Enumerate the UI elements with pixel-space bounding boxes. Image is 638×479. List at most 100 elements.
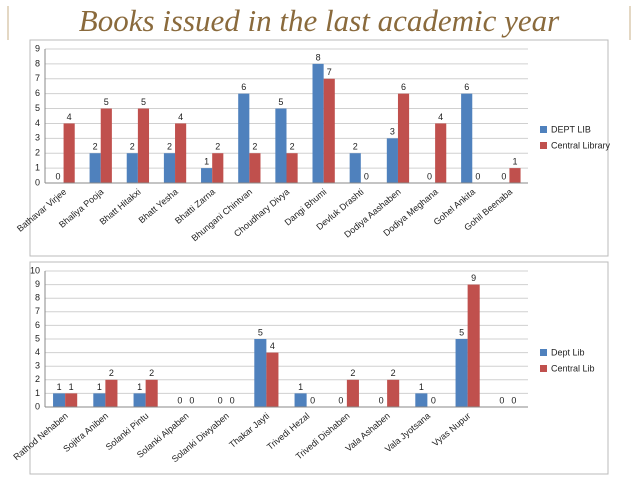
bar <box>163 153 176 183</box>
bar <box>212 153 224 183</box>
bar <box>346 379 359 407</box>
data-label: 5 <box>258 327 263 337</box>
legend-label: DEPT LIB <box>551 124 591 134</box>
data-label: 1 <box>69 382 74 392</box>
bar <box>254 339 267 407</box>
legend-swatch <box>540 349 547 356</box>
data-label: 5 <box>104 97 109 107</box>
data-label: 6 <box>401 82 406 92</box>
y-tick-label: 5 <box>35 103 40 113</box>
data-label: 2 <box>290 142 295 152</box>
data-label: 4 <box>438 112 443 122</box>
data-label: 6 <box>464 82 469 92</box>
data-label: 2 <box>215 142 220 152</box>
y-tick-label: 4 <box>35 347 40 357</box>
data-label: 2 <box>167 142 172 152</box>
y-tick-label: 9 <box>35 279 40 289</box>
data-label: 2 <box>353 142 358 152</box>
data-label: 5 <box>459 327 464 337</box>
y-tick-label: 1 <box>35 388 40 398</box>
y-tick-label: 10 <box>30 265 40 275</box>
legend-label: Dept Lib <box>551 347 585 357</box>
data-label: 8 <box>316 52 321 62</box>
legend-label: Central Library <box>551 140 611 150</box>
bar <box>415 393 428 407</box>
data-label: 2 <box>109 368 114 378</box>
data-label: 1 <box>204 156 209 166</box>
legend-swatch <box>540 142 547 149</box>
data-label: 2 <box>391 368 396 378</box>
data-label: 0 <box>475 171 480 181</box>
data-label: 4 <box>178 112 183 122</box>
bar <box>105 379 118 407</box>
data-label: 1 <box>57 382 62 392</box>
data-label: 3 <box>390 127 395 137</box>
data-label: 0 <box>431 395 436 405</box>
bar <box>145 379 158 407</box>
y-tick-label: 2 <box>35 148 40 158</box>
bar <box>126 153 138 183</box>
bar <box>53 393 66 407</box>
bar <box>266 352 279 407</box>
y-tick-label: 7 <box>35 306 40 316</box>
y-tick-label: 4 <box>35 118 40 128</box>
bar <box>286 153 298 183</box>
data-label: 0 <box>499 395 504 405</box>
bar <box>63 123 75 183</box>
y-tick-label: 3 <box>35 133 40 143</box>
data-label: 4 <box>270 341 275 351</box>
data-label: 7 <box>327 67 332 77</box>
data-label: 0 <box>55 171 60 181</box>
bar <box>397 93 410 183</box>
data-label: 6 <box>241 82 246 92</box>
bar <box>201 168 213 183</box>
legend-label: Central Lib <box>551 363 595 373</box>
data-label: 0 <box>511 395 516 405</box>
bar <box>89 153 101 183</box>
data-label: 0 <box>501 171 506 181</box>
data-label: 1 <box>97 382 102 392</box>
y-tick-label: 6 <box>35 320 40 330</box>
data-label: 0 <box>310 395 315 405</box>
data-label: 2 <box>130 142 135 152</box>
y-tick-label: 8 <box>35 293 40 303</box>
data-label: 2 <box>149 368 154 378</box>
chart-frame <box>29 261 609 475</box>
bar <box>249 153 261 183</box>
data-label: 0 <box>230 395 235 405</box>
bar <box>137 108 150 183</box>
slide-title: Books issued in the last academic year <box>79 3 560 38</box>
data-label: 2 <box>350 368 355 378</box>
bar <box>386 138 398 183</box>
data-label: 5 <box>278 97 283 107</box>
bar <box>100 108 112 183</box>
y-tick-label: 0 <box>35 177 40 187</box>
data-label: 0 <box>364 171 369 181</box>
data-label: 1 <box>137 382 142 392</box>
data-label: 0 <box>177 395 182 405</box>
y-tick-label: 3 <box>35 361 40 371</box>
bar <box>435 123 447 183</box>
bar <box>294 393 307 407</box>
data-label: 1 <box>512 156 517 166</box>
data-label: 0 <box>189 395 194 405</box>
data-label: 5 <box>141 97 146 107</box>
bar <box>509 168 521 183</box>
bar <box>275 108 287 183</box>
bar <box>133 393 146 407</box>
data-label: 0 <box>379 395 384 405</box>
bar <box>65 393 78 407</box>
data-label: 0 <box>427 171 432 181</box>
data-label: 1 <box>298 382 303 392</box>
legend-swatch <box>540 365 547 372</box>
y-tick-label: 8 <box>35 58 40 68</box>
y-tick-label: 6 <box>35 88 40 98</box>
bar <box>387 379 400 407</box>
data-label: 1 <box>419 382 424 392</box>
bar <box>312 63 324 184</box>
bar <box>467 284 480 407</box>
y-tick-label: 9 <box>35 43 40 53</box>
data-label: 2 <box>252 142 257 152</box>
bar <box>93 393 106 407</box>
